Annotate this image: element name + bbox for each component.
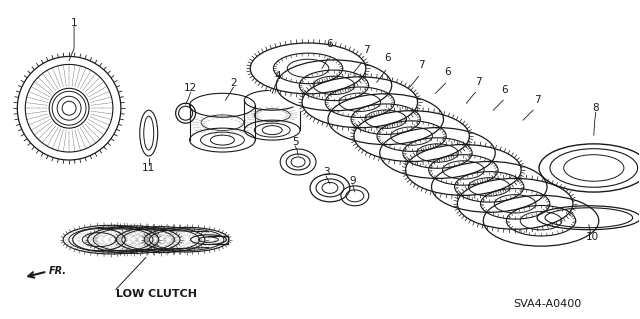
Text: 7: 7 bbox=[364, 46, 370, 56]
Ellipse shape bbox=[452, 176, 578, 232]
Text: SVA4-A0400: SVA4-A0400 bbox=[513, 299, 581, 309]
Ellipse shape bbox=[349, 108, 474, 164]
Ellipse shape bbox=[478, 193, 604, 249]
Text: 10: 10 bbox=[586, 232, 600, 242]
Text: 4: 4 bbox=[275, 71, 282, 81]
Text: 5: 5 bbox=[292, 137, 298, 147]
Ellipse shape bbox=[375, 125, 500, 181]
Text: LOW CLUTCH: LOW CLUTCH bbox=[116, 289, 197, 300]
Ellipse shape bbox=[271, 57, 397, 113]
Text: 6: 6 bbox=[501, 85, 508, 95]
Text: 7: 7 bbox=[475, 77, 482, 87]
Text: 6: 6 bbox=[385, 54, 391, 63]
Text: 6: 6 bbox=[326, 39, 333, 48]
Ellipse shape bbox=[245, 41, 371, 96]
Text: 7: 7 bbox=[419, 60, 425, 70]
Text: 8: 8 bbox=[593, 103, 599, 113]
Text: 2: 2 bbox=[230, 78, 237, 88]
Text: 9: 9 bbox=[349, 176, 356, 186]
Text: 1: 1 bbox=[71, 18, 77, 28]
Ellipse shape bbox=[534, 141, 640, 195]
Text: 12: 12 bbox=[184, 83, 197, 93]
Text: 7: 7 bbox=[534, 95, 540, 105]
Text: 3: 3 bbox=[323, 167, 330, 177]
Ellipse shape bbox=[426, 159, 552, 215]
Ellipse shape bbox=[401, 142, 526, 198]
Ellipse shape bbox=[323, 91, 449, 147]
Text: FR.: FR. bbox=[49, 265, 67, 276]
Ellipse shape bbox=[297, 74, 422, 130]
Text: 11: 11 bbox=[142, 163, 156, 173]
Text: 6: 6 bbox=[444, 67, 451, 78]
